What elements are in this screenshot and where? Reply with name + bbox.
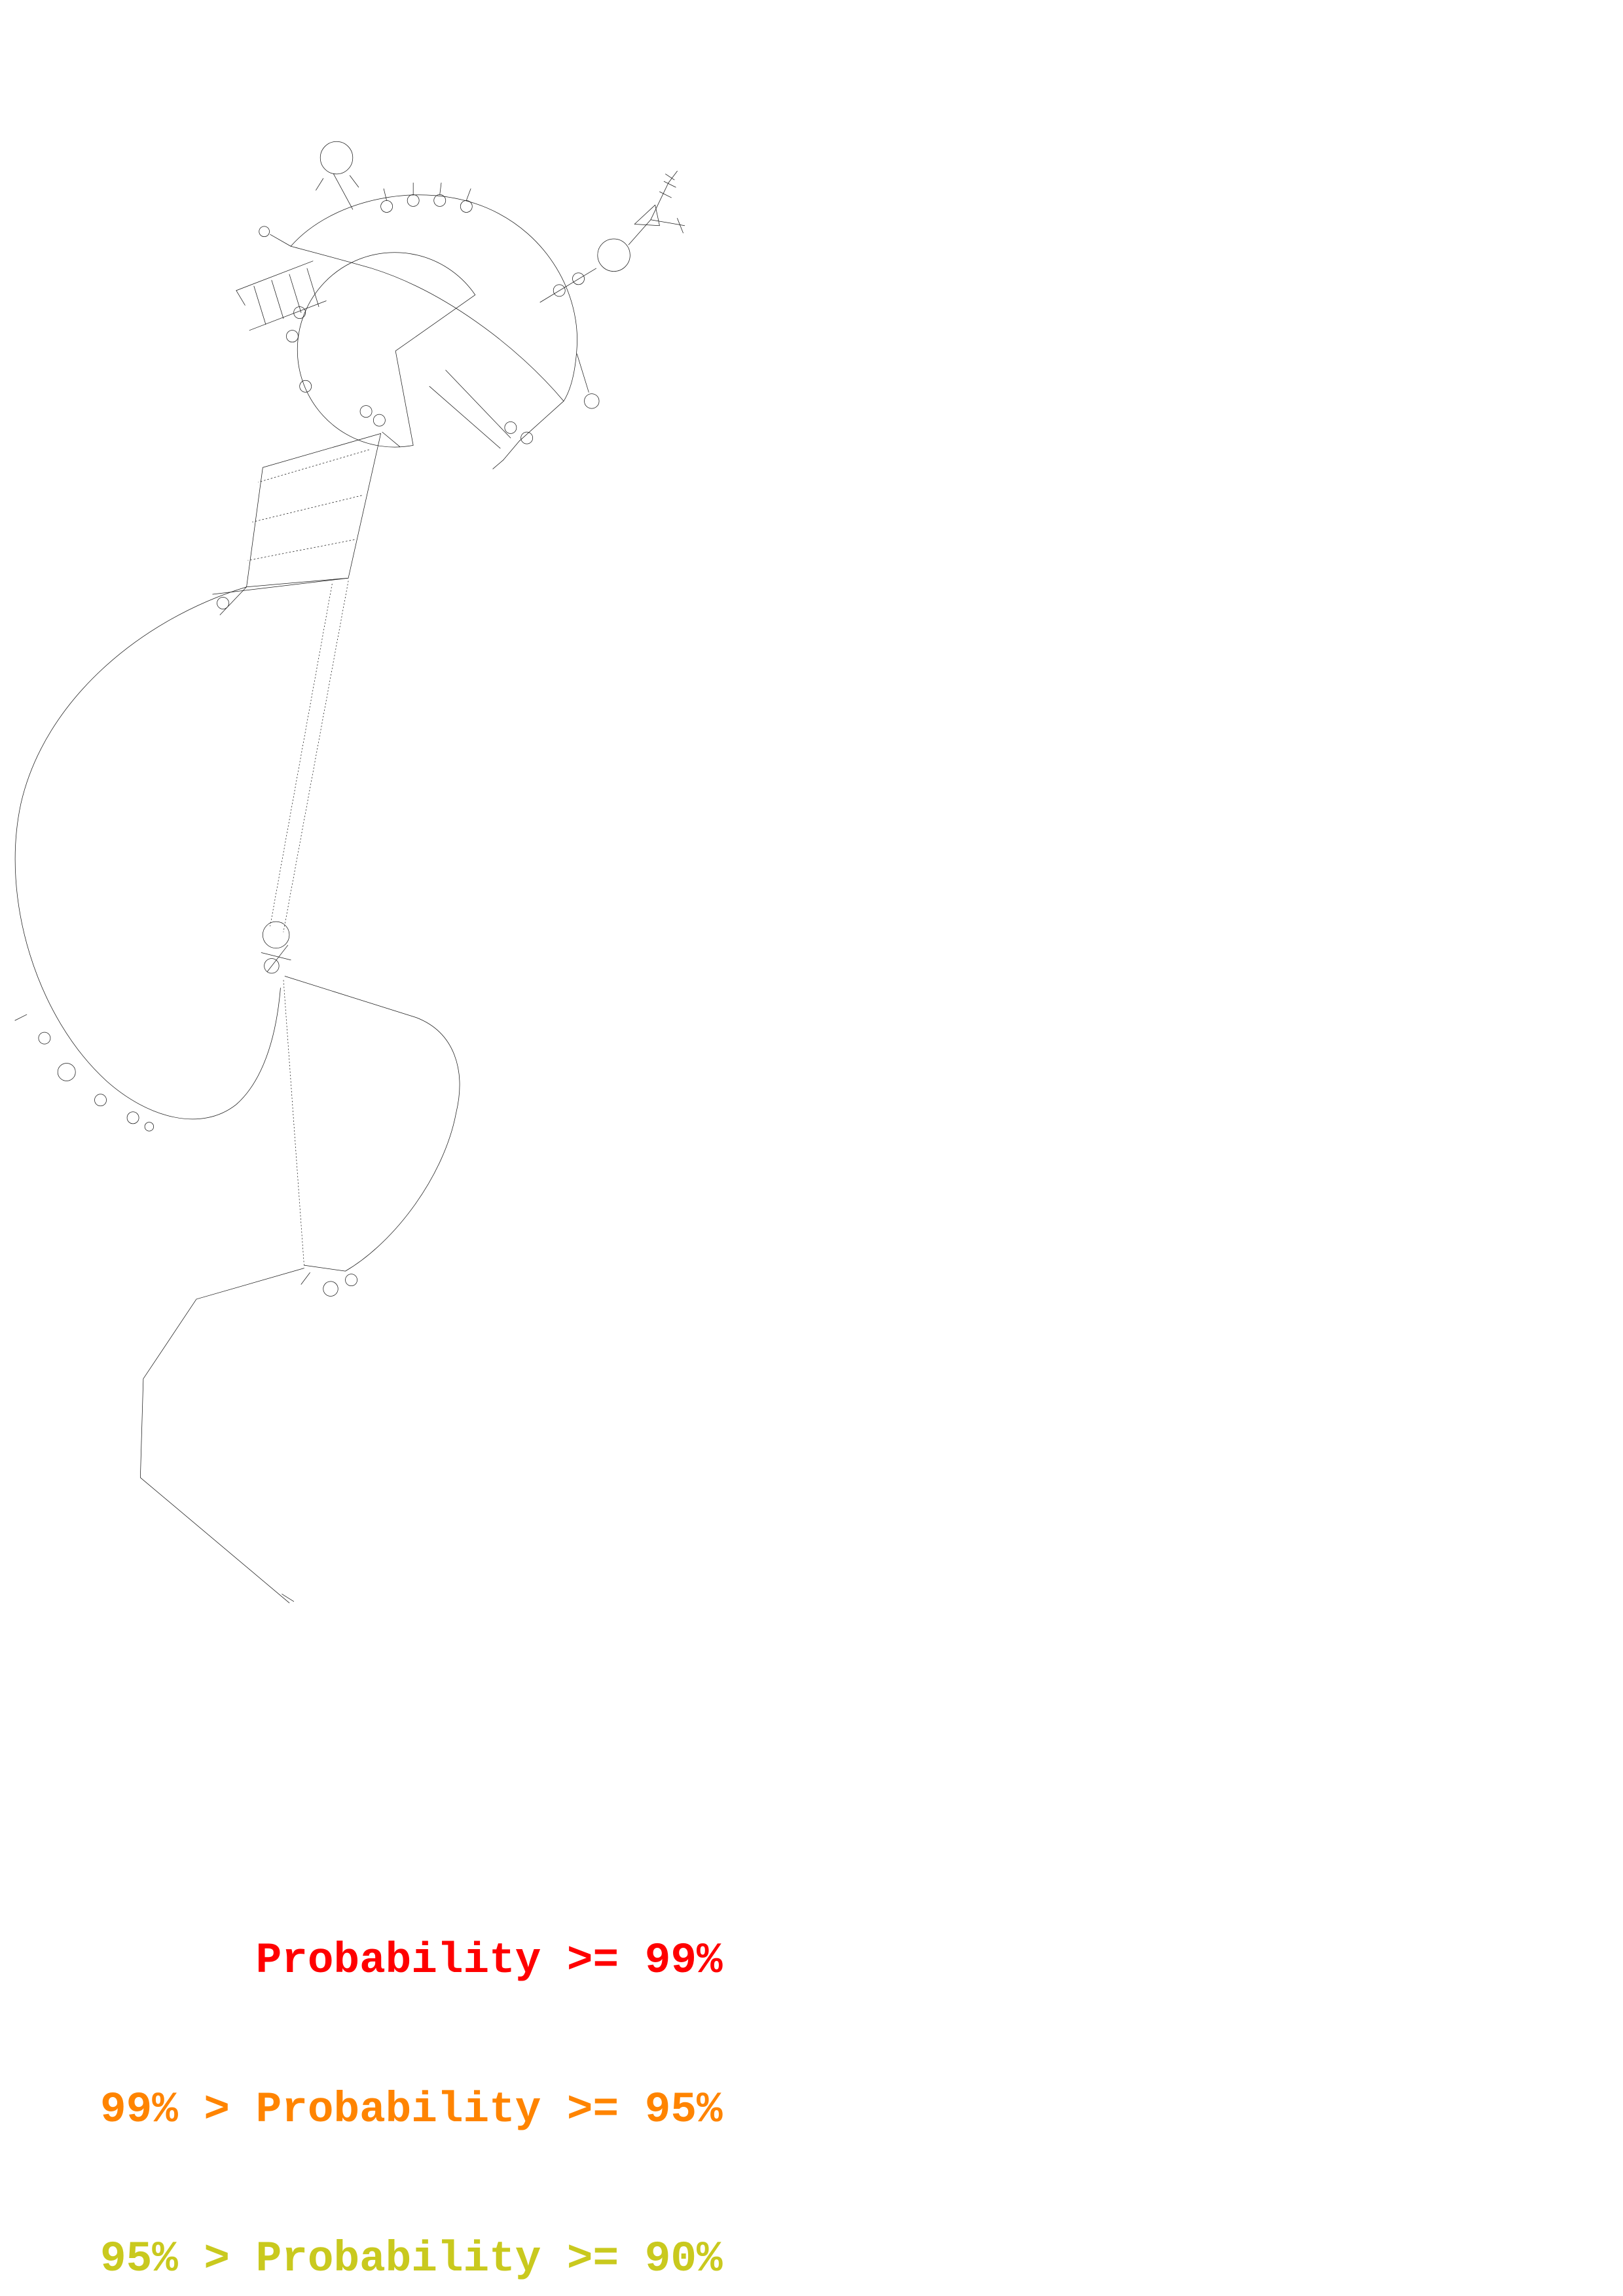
connector-ladder — [270, 581, 348, 932]
legend-item-prob-ge-99: Probability >= 99% — [100, 1936, 723, 1985]
interior-loop — [286, 253, 510, 448]
single-strand-tail — [140, 1268, 304, 1603]
large-open-loop — [15, 578, 348, 1131]
legend-item-prob-95-99: 99% > Probability >= 95% — [100, 2085, 723, 2134]
timestamp: 01/06/26 20:55:48 — [625, 2293, 1066, 2296]
right-branch-arms — [493, 171, 685, 469]
energy-readout: ENERGY = −338.8 — [199, 2293, 588, 2296]
multibranch-quad — [247, 433, 381, 586]
lower-lobe-loop — [283, 977, 460, 1297]
top-terminal-loop — [316, 141, 358, 209]
energy-footer: ENERGY = −338.8 01/06/26 20:55:48 — [96, 2244, 1066, 2296]
legend-item-prob-90-95: 95% > Probability >= 90% — [100, 2234, 723, 2284]
helix-ladder — [236, 261, 326, 331]
mid-bulge-knot — [261, 922, 291, 973]
crescent-loop — [259, 183, 577, 401]
probability-legend: Probability >= 99% 99% > Probability >= … — [100, 1837, 723, 2296]
